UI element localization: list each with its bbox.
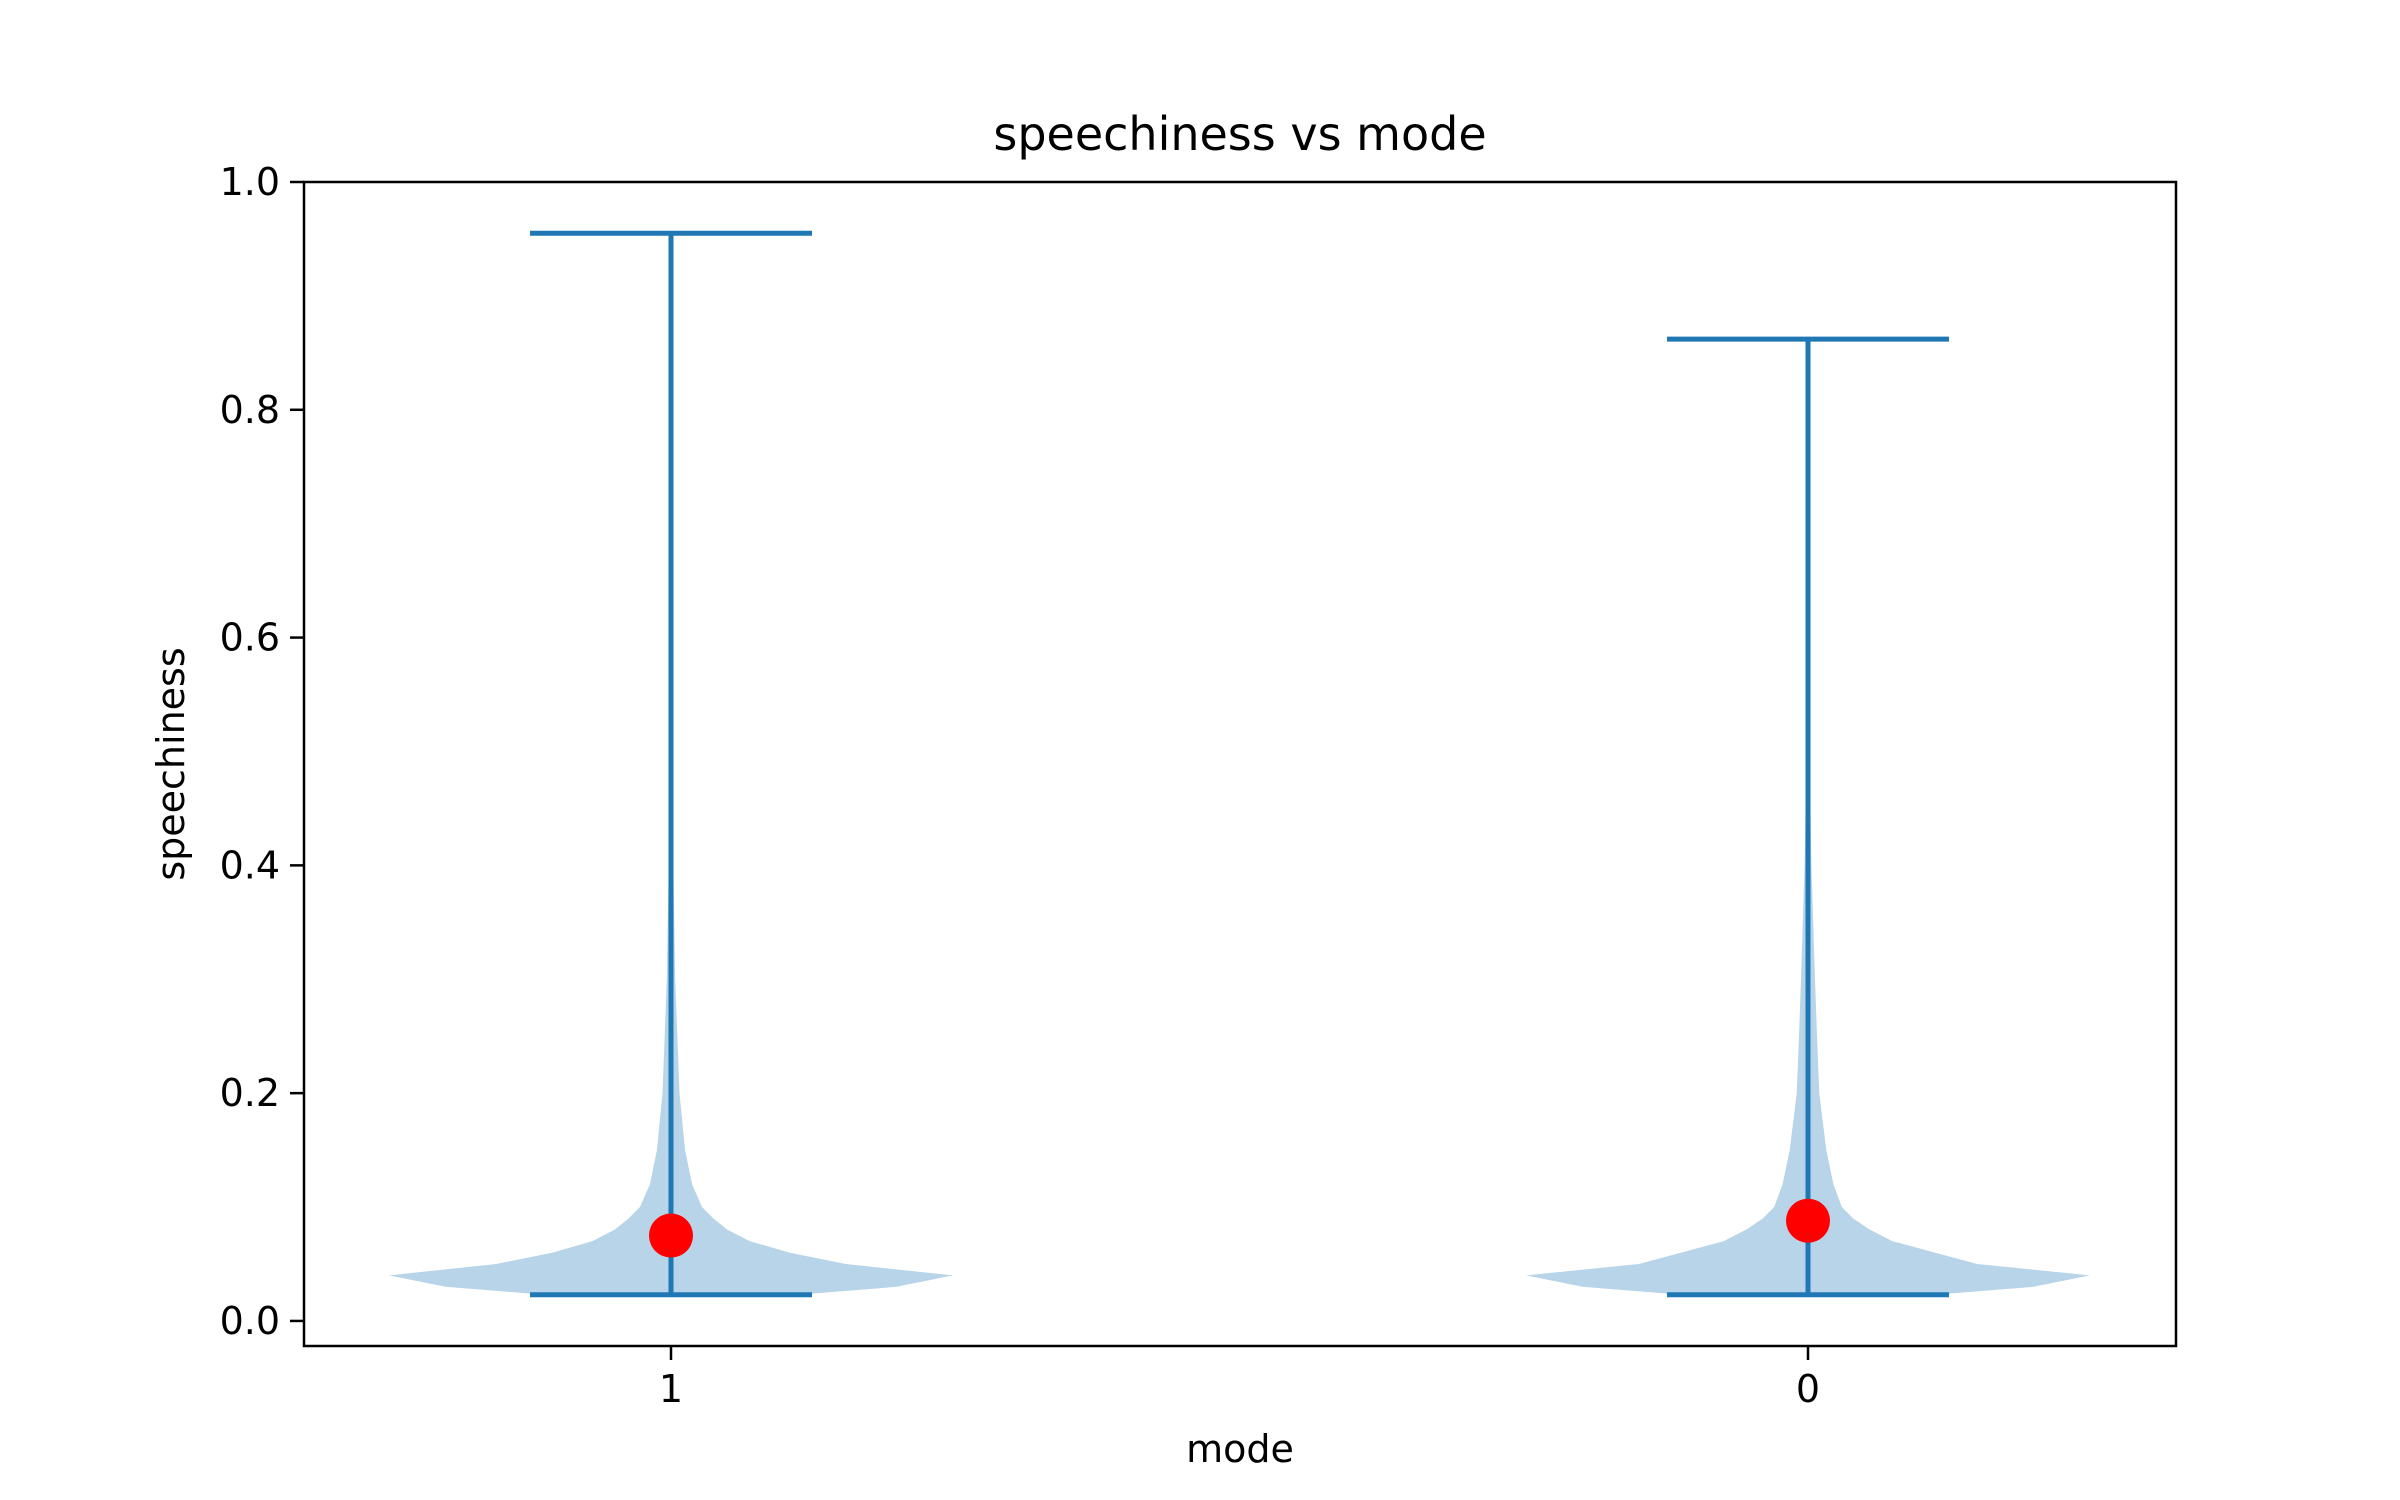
plot-area bbox=[389, 230, 2090, 1298]
chart-title: speechiness vs mode bbox=[993, 107, 1486, 161]
y-tick-label: 1.0 bbox=[220, 160, 280, 204]
y-tick-label: 0.2 bbox=[220, 1071, 280, 1115]
mean-marker-1 bbox=[649, 1213, 693, 1258]
axes: 0.0 0.2 0.4 0.6 0.8 1.0 1 0 bbox=[220, 160, 1821, 1411]
y-tick-label: 0.6 bbox=[220, 616, 280, 660]
y-tick-label: 0.8 bbox=[220, 388, 280, 432]
x-tick-label: 1 bbox=[659, 1367, 683, 1411]
mean-marker-0 bbox=[1786, 1198, 1830, 1243]
y-axis-label: speechiness bbox=[149, 647, 193, 880]
plot-frame bbox=[302, 180, 2178, 1348]
x-tick-label: 0 bbox=[1796, 1367, 1820, 1411]
y-tick-label: 0.0 bbox=[220, 1299, 280, 1343]
x-axis-label: mode bbox=[1186, 1427, 1294, 1471]
y-tick-label: 0.4 bbox=[220, 843, 280, 887]
